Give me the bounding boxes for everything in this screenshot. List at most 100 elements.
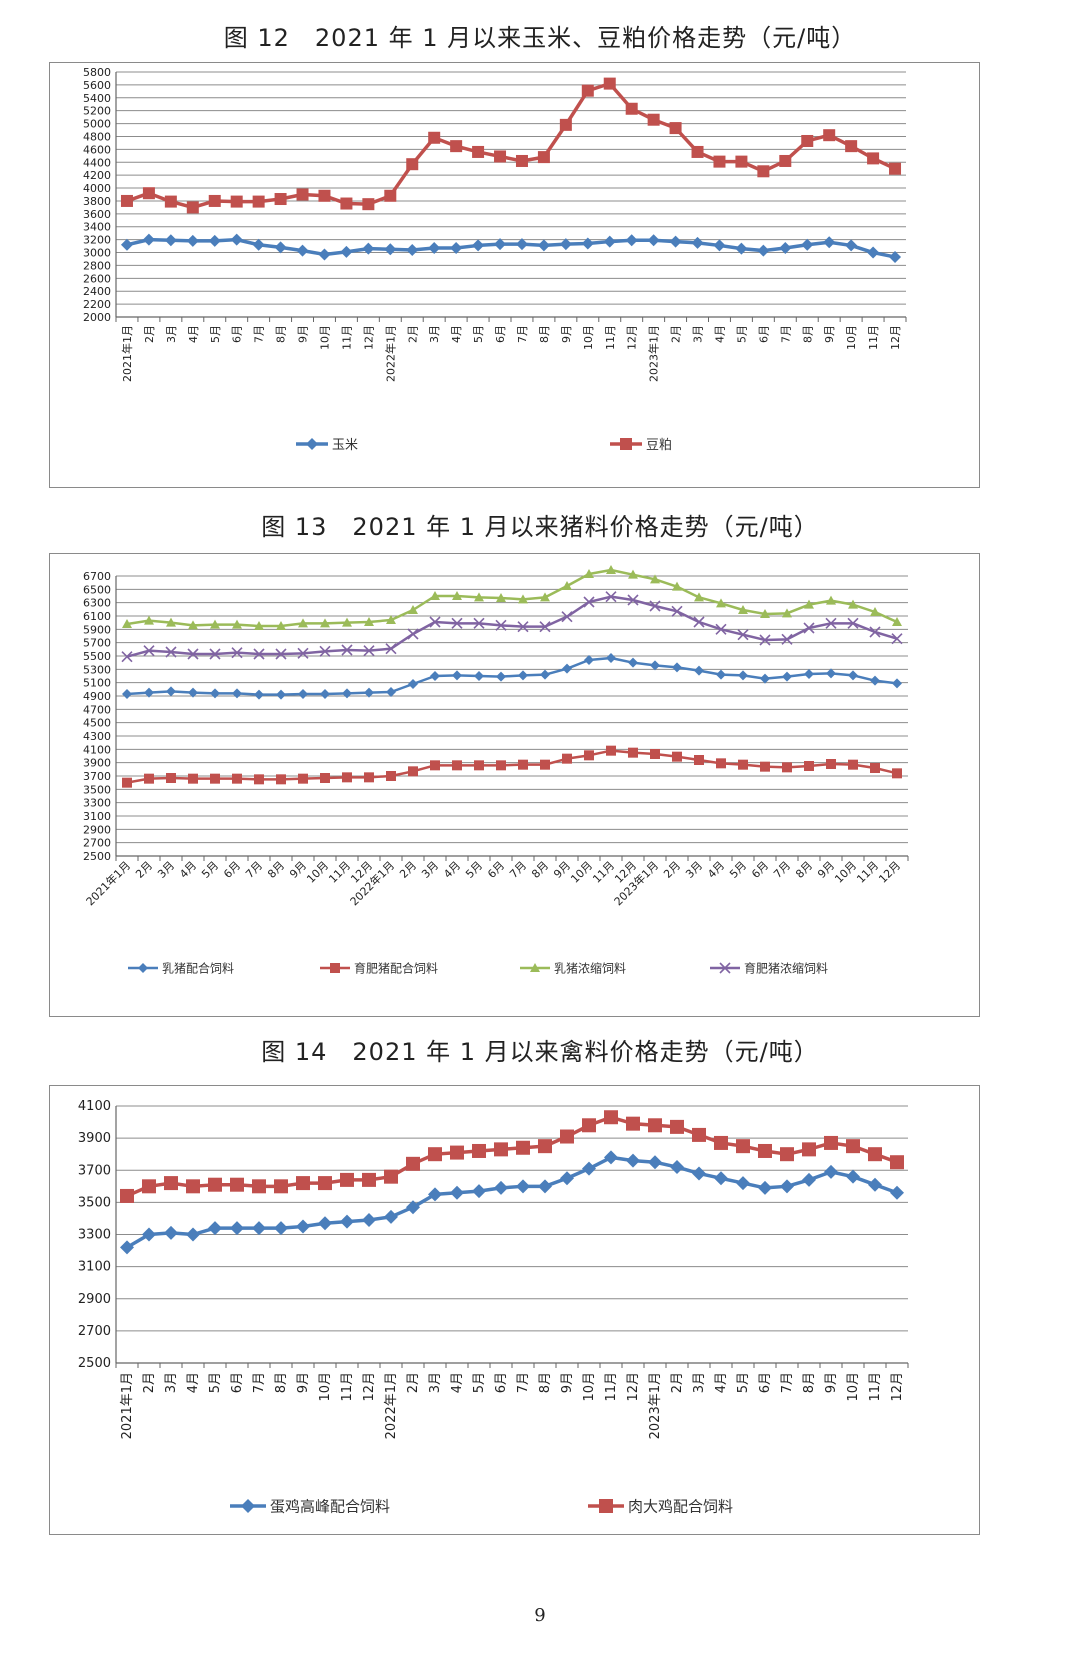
x-tick-label: 10月 [318, 1372, 333, 1402]
y-tick-label: 3900 [83, 757, 111, 770]
y-tick-label: 3700 [83, 770, 111, 783]
x-tick-label: 2月 [397, 859, 419, 881]
data-point [823, 129, 836, 142]
data-point [515, 238, 528, 251]
x-tick-label: 2023年1月 [647, 325, 661, 382]
data-point [296, 244, 309, 257]
data-point [120, 194, 133, 207]
legend-item: 肉大鸡配合饲料 [588, 1498, 733, 1516]
data-point [515, 154, 528, 167]
figure-14-title: 图 14 2021 年 1 月以来禽料价格走势（元/吨） [261, 1038, 819, 1066]
y-tick-label: 4900 [83, 690, 111, 703]
data-point [692, 1127, 706, 1142]
data-point [318, 189, 331, 202]
data-point [451, 617, 463, 629]
legend-item: 乳猪浓缩饲料 [520, 961, 626, 976]
x-tick-label: 2月 [661, 859, 683, 881]
y-tick-label: 4600 [83, 143, 111, 156]
x-tick-label: 11月 [604, 1372, 619, 1402]
data-point [780, 1147, 794, 1162]
legend-marker [330, 963, 340, 973]
data-point [340, 245, 353, 258]
x-tick-label: 10月 [582, 1372, 597, 1402]
data-point [780, 1179, 794, 1194]
y-tick-label: 3000 [83, 247, 111, 260]
data-point [232, 619, 242, 629]
x-tick-label: 6月 [757, 325, 770, 343]
data-point [848, 670, 858, 681]
y-tick-label: 3100 [83, 810, 111, 823]
data-point [320, 773, 330, 783]
legend-item: 育肥猪浓缩饲料 [710, 961, 828, 976]
legend-item: 乳猪配合饲料 [128, 961, 234, 976]
data-point [846, 1139, 860, 1154]
y-tick-label: 6300 [83, 597, 111, 610]
data-point [671, 605, 683, 617]
data-point [802, 1142, 816, 1157]
y-tick-label: 3700 [78, 1163, 111, 1178]
data-point [867, 152, 880, 165]
legend-label: 蛋鸡高峰配合饲料 [270, 1498, 390, 1516]
series-3 [122, 565, 902, 630]
x-tick-label: 4月 [450, 325, 463, 343]
y-tick-label: 2800 [83, 259, 111, 272]
series-line [126, 656, 898, 696]
data-point [846, 1169, 860, 1184]
data-point [692, 1166, 706, 1181]
x-tick-label: 6月 [485, 859, 507, 881]
x-axis: 2021年1月 2月 3月 4月 5月 6月 7月 8月 9月 10月 11月 12月 2022年1月 2… [115, 317, 907, 382]
data-point [823, 236, 836, 249]
data-point [342, 617, 352, 627]
x-tick-label: 11月 [868, 1372, 883, 1402]
x-tick-label: 2021年1月 [120, 325, 134, 382]
y-tick-label: 2700 [83, 837, 111, 850]
data-point [275, 648, 287, 660]
data-point [254, 621, 264, 630]
y-tick-label: 3800 [83, 195, 111, 208]
data-point [518, 594, 528, 604]
data-point [759, 634, 771, 646]
data-point [892, 617, 902, 626]
x-tick-label: 6月 [749, 859, 771, 881]
data-point [188, 773, 198, 784]
data-point [362, 198, 375, 211]
data-point [166, 686, 176, 697]
x-tick-label: 2023年1月 [648, 1372, 663, 1439]
data-point [364, 687, 374, 698]
data-point [252, 1179, 266, 1194]
figure-13-chart: 2500 2700 2900 3100 3300 3500 3700 3900 4100 4300… [49, 553, 980, 1017]
data-point [735, 155, 748, 168]
data-point [494, 150, 507, 163]
data-point [672, 751, 682, 762]
data-point [142, 1179, 156, 1194]
y-tick-label: 5100 [83, 677, 111, 690]
data-point [384, 1209, 398, 1224]
x-tick-label: 4月 [177, 859, 199, 881]
data-point [760, 673, 770, 684]
data-point [647, 113, 660, 126]
y-tick-label: 5900 [83, 623, 111, 636]
x-tick-label: 4月 [713, 325, 726, 343]
data-point [496, 671, 506, 682]
gridlines [116, 1105, 908, 1364]
x-tick-label: 3月 [428, 325, 441, 343]
x-tick-label: 7月 [252, 1372, 267, 1393]
series-line [126, 568, 898, 628]
data-point [559, 118, 572, 131]
x-tick-label: 9月 [823, 325, 836, 343]
data-point [562, 581, 572, 590]
data-point [736, 1176, 750, 1191]
x-tick-label: 3月 [165, 325, 178, 343]
data-point [364, 617, 374, 626]
data-point [889, 251, 902, 264]
data-point [340, 197, 353, 210]
data-point [164, 195, 177, 208]
x-tick-label: 12月 [890, 1372, 905, 1402]
y-tick-label: 4200 [83, 169, 111, 182]
data-point [450, 1185, 464, 1200]
legend-label: 肉大鸡配合饲料 [628, 1498, 733, 1516]
series-2 [122, 745, 902, 788]
data-point [252, 1221, 266, 1236]
x-tick-label: 4月 [187, 325, 200, 343]
data-point [848, 599, 858, 609]
